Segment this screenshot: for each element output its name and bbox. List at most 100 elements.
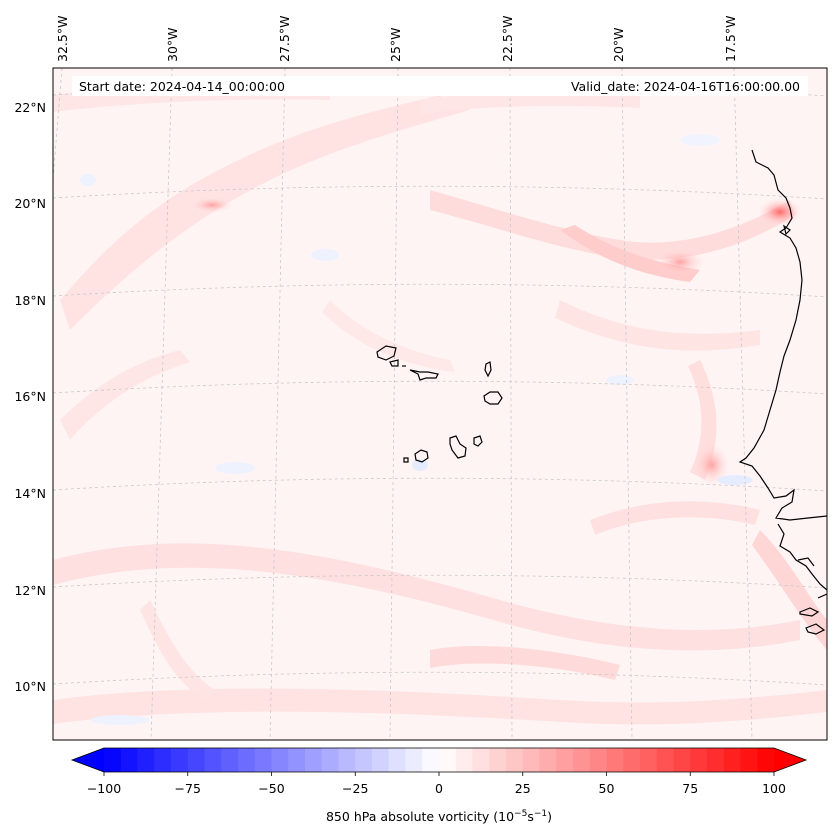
guinea-bissau-coastline <box>777 523 827 591</box>
africa-coastline <box>738 149 827 521</box>
colorbar-cell <box>455 748 473 772</box>
colorbar-tick-label: 50 <box>599 781 615 796</box>
colorbar-cell <box>104 748 122 772</box>
colorbar-tick-label: −50 <box>258 781 284 796</box>
meridian-20w <box>621 67 633 741</box>
vorticity-field <box>53 68 827 740</box>
colorbar-cell <box>338 748 356 772</box>
colorbar-cell <box>556 748 574 772</box>
colorbar-cell <box>254 748 272 772</box>
colorbar-tick-label: 75 <box>682 781 698 796</box>
fogo-island <box>414 449 429 463</box>
annotation-box <box>72 76 808 96</box>
meridian-27-5w <box>269 67 286 741</box>
colorbar-cell <box>707 748 725 772</box>
colorbar-cell <box>606 748 624 772</box>
colorbar-cell <box>522 748 540 772</box>
colorbar-cell <box>238 748 256 772</box>
sao-vicente-island <box>389 359 399 367</box>
colorbar-label: 850 hPa absolute vorticity (10−5s−1) <box>326 809 552 824</box>
colorbar-cell <box>187 748 205 772</box>
longitude-labels: 32.5°W 30°W 27.5°W 25°W 22.5°W 20°W 17.5… <box>55 16 738 62</box>
colorbar-cell <box>372 748 390 772</box>
lat-label: 22°N <box>14 100 46 115</box>
sao-nicolau-island <box>409 369 439 381</box>
colorbar-max-arrow <box>774 748 806 772</box>
lon-label: 27.5°W <box>277 16 292 62</box>
colorbar-cell <box>171 748 189 772</box>
colorbar-cell <box>573 748 591 772</box>
colorbar-cell <box>690 748 708 772</box>
map-panel: Start date: 2024-04-14_00:00:00 Valid_da… <box>52 67 828 741</box>
colorbar-tick-label: −100 <box>87 781 121 796</box>
start-date-label: Start date: 2024-04-14_00:00:00 <box>79 79 285 94</box>
colorbar-cell <box>740 748 758 772</box>
lat-label: 14°N <box>14 486 46 501</box>
santo-antao-island <box>376 345 397 361</box>
colorbar-cell <box>405 748 423 772</box>
lon-label: 32.5°W <box>55 16 70 62</box>
bijagos-island <box>799 607 820 617</box>
colorbar-cell <box>506 748 524 772</box>
meridian-30w <box>150 67 173 741</box>
parallel-12n <box>52 574 828 589</box>
colorbar-cell <box>589 748 607 772</box>
colorbar-ticks: −100 −75 −50 −25 0 25 50 75 100 <box>87 772 786 796</box>
colorbar-cell <box>757 748 775 772</box>
colorbar-cell <box>539 748 557 772</box>
maio-island <box>473 435 483 447</box>
colorbar-cell <box>623 748 641 772</box>
colorbar-cell <box>305 748 323 772</box>
colorbar: −100 −75 −50 −25 0 25 50 75 100 850 hPa absolute… <box>70 747 808 824</box>
lat-label: 18°N <box>14 293 46 308</box>
lat-label: 12°N <box>14 583 46 598</box>
meridian-32-5w <box>52 67 63 181</box>
colorbar-cell <box>120 748 138 772</box>
colorbar-cell <box>439 748 457 772</box>
meridian-22-5w <box>509 67 513 741</box>
colorbar-tick-label: −75 <box>175 781 201 796</box>
lon-label: 17.5°W <box>723 16 738 62</box>
valid-date-label: Valid_date: 2024-04-16T16:00:00.00 <box>571 79 800 94</box>
latitude-labels: 22°N 20°N 18°N 16°N 14°N 12°N 10°N <box>14 100 46 694</box>
meridian-17-5w <box>733 67 753 741</box>
colorbar-cells <box>104 748 775 772</box>
colorbar-cell <box>472 748 490 772</box>
brava-island <box>403 457 409 463</box>
coastal-island <box>783 224 791 236</box>
estuary-outline <box>797 557 815 567</box>
parallel-14n <box>52 477 828 492</box>
lat-label: 20°N <box>14 196 46 211</box>
colorbar-cell <box>221 748 239 772</box>
sal-island <box>484 361 492 378</box>
parallel-20n <box>52 185 828 200</box>
colorbar-cell <box>388 748 406 772</box>
lat-label: 10°N <box>14 679 46 694</box>
map-frame <box>52 67 828 741</box>
meridian-25w <box>389 67 399 741</box>
colorbar-cell <box>154 748 172 772</box>
lon-label: 22.5°W <box>500 16 515 62</box>
lon-label: 20°W <box>611 27 626 62</box>
colorbar-cell <box>355 748 373 772</box>
colorbar-cell <box>422 748 440 772</box>
parallel-16n <box>52 380 828 395</box>
parallel-18n <box>52 283 828 298</box>
colorbar-cell <box>204 748 222 772</box>
colorbar-cell <box>137 748 155 772</box>
colorbar-tick-label: 100 <box>762 781 786 796</box>
colorbar-cell <box>673 748 691 772</box>
colorbar-tick-label: 25 <box>515 781 531 796</box>
colorbar-tick-label: −25 <box>342 781 368 796</box>
bijagos-island <box>817 593 827 599</box>
colorbar-cell <box>640 748 658 772</box>
santiago-island <box>449 435 467 459</box>
bijagos-island <box>805 623 826 635</box>
lon-label: 30°W <box>165 27 180 62</box>
colorbar-min-arrow <box>72 748 104 772</box>
colorbar-tick-label: 0 <box>435 781 443 796</box>
parallel-10n <box>52 671 828 686</box>
lon-label: 25°W <box>388 27 403 62</box>
boa-vista-island <box>483 391 503 405</box>
